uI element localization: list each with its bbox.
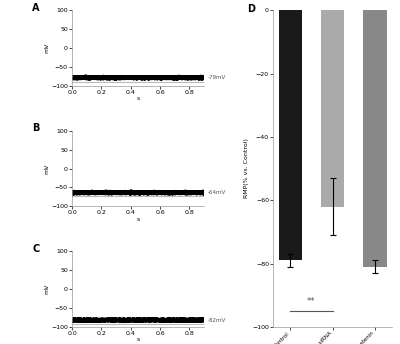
Bar: [321, 10, 344, 206]
Bar: [278, 10, 302, 260]
Bar: [363, 10, 386, 267]
Text: -79mV: -79mV: [208, 75, 226, 80]
X-axis label: s: s: [136, 96, 140, 101]
Y-axis label: mV: mV: [44, 43, 50, 53]
Text: -82mV: -82mV: [208, 318, 226, 323]
Text: -64mV: -64mV: [208, 190, 226, 195]
Text: A: A: [32, 3, 40, 13]
X-axis label: s: s: [136, 217, 140, 222]
Y-axis label: mV: mV: [44, 163, 50, 174]
X-axis label: s: s: [136, 337, 140, 342]
Text: B: B: [32, 123, 40, 133]
Y-axis label: mV: mV: [44, 284, 50, 294]
Y-axis label: RMP(% vs. Control): RMP(% vs. Control): [244, 139, 249, 198]
Text: **: **: [307, 297, 316, 306]
Text: C: C: [32, 244, 40, 254]
Text: D: D: [247, 4, 255, 14]
